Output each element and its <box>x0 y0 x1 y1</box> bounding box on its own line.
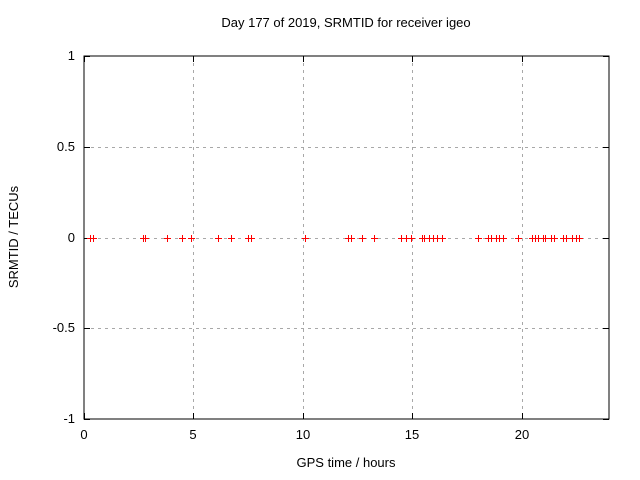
x-tick-label: 5 <box>189 427 196 442</box>
axis-ticks <box>84 56 609 420</box>
data-points <box>87 235 583 242</box>
data-point-plus-marker <box>188 235 195 242</box>
data-point-plus-marker <box>515 235 522 242</box>
data-point-plus-marker <box>439 235 446 242</box>
data-point-plus-marker <box>179 235 186 242</box>
y-tick-labels: -1 -0.5 0 0.5 1 <box>53 48 75 426</box>
x-tick-label: 15 <box>405 427 419 442</box>
x-tick-labels: 0 5 10 15 20 <box>80 427 529 442</box>
x-tick-label: 10 <box>296 427 310 442</box>
data-point-plus-marker <box>371 235 378 242</box>
y-axis-label: SRMTID / TECUs <box>6 185 21 288</box>
data-point-plus-marker <box>215 235 222 242</box>
data-point-plus-marker <box>228 235 235 242</box>
data-point-plus-marker <box>142 235 149 242</box>
x-tick-label: 20 <box>515 427 529 442</box>
data-point-plus-marker <box>408 235 415 242</box>
data-point-plus-marker <box>164 235 171 242</box>
x-tick-label: 0 <box>80 427 87 442</box>
data-point-plus-marker <box>551 235 558 242</box>
data-point-plus-marker <box>563 235 570 242</box>
chart-title: Day 177 of 2019, SRMTID for receiver ige… <box>221 15 470 30</box>
data-point-plus-marker <box>576 235 583 242</box>
data-point-plus-marker <box>302 235 309 242</box>
x-axis-label: GPS time / hours <box>297 455 396 470</box>
grid-lines <box>84 56 609 419</box>
plot-border <box>83 55 610 420</box>
data-point-plus-marker <box>542 235 549 242</box>
data-point-plus-marker <box>475 235 482 242</box>
data-point-plus-marker <box>248 235 255 242</box>
data-point-plus-marker <box>348 235 355 242</box>
y-tick-label: -0.5 <box>53 320 75 335</box>
y-tick-label: 0.5 <box>57 139 75 154</box>
data-point-plus-marker <box>359 235 366 242</box>
y-tick-label: 0 <box>68 230 75 245</box>
y-tick-label: 1 <box>68 48 75 63</box>
data-point-plus-marker <box>90 235 97 242</box>
data-point-plus-marker <box>500 235 507 242</box>
y-tick-label: -1 <box>63 411 75 426</box>
